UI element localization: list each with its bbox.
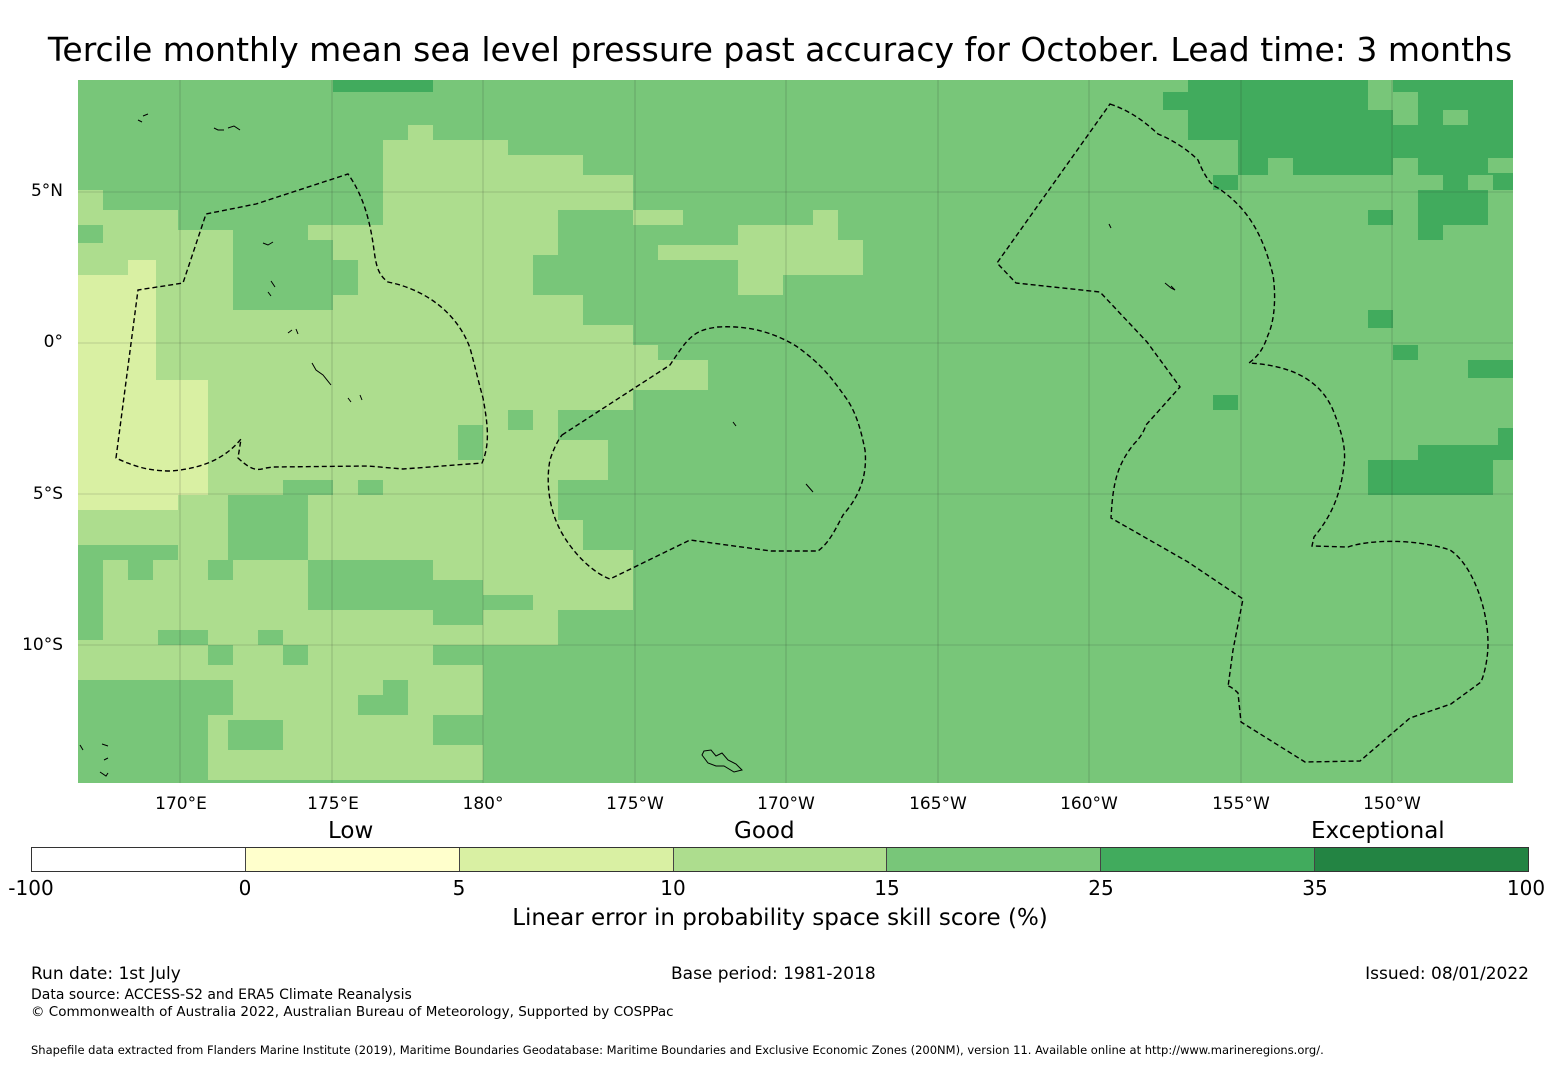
lat-label-5s: 5°S — [32, 484, 63, 504]
legend-category-low: Low — [328, 818, 374, 844]
lat-label-10s: 10°S — [22, 635, 63, 655]
colorbar-tick: 15 — [874, 876, 900, 900]
colorbar-segment — [1101, 848, 1316, 871]
colorbar-caption: Linear error in probability space skill … — [512, 905, 1048, 931]
data-source: Data source: ACCESS-S2 and ERA5 Climate … — [31, 987, 412, 1003]
lat-label-5n: 5°N — [30, 181, 63, 201]
lon-label-150w: 150°W — [1363, 794, 1421, 814]
colorbar — [31, 847, 1529, 872]
legend-category-exceptional: Exceptional — [1311, 818, 1445, 844]
colorbar-segment — [673, 848, 888, 871]
colorbar-tick: 0 — [238, 876, 252, 900]
lon-label-170e: 170°E — [155, 794, 207, 814]
legend-category-good: Good — [734, 818, 795, 844]
lon-label-170w: 170°W — [757, 794, 815, 814]
skill-region-15-25-east — [1368, 80, 1513, 190]
copyright: © Commonwealth of Australia 2022, Austra… — [31, 1004, 674, 1020]
skill-region-15-25 — [78, 80, 533, 780]
lat-label-0: 0° — [43, 332, 63, 352]
colorbar-tick: 10 — [660, 876, 686, 900]
islands — [79, 113, 1176, 777]
skill-region-25-35 — [333, 80, 1513, 495]
colorbar-tick: 25 — [1088, 876, 1114, 900]
colorbar-tick: 100 — [1506, 876, 1546, 900]
skill-map-canvas — [78, 80, 1513, 783]
issued-date: Issued: 08/01/2022 — [1365, 964, 1529, 984]
map-title: Tercile monthly mean sea level pressure … — [47, 30, 1513, 69]
lon-label-155w: 155°W — [1212, 794, 1270, 814]
colorbar-tick: 35 — [1302, 876, 1328, 900]
colorbar-segment — [1315, 848, 1529, 871]
lon-label-175e: 175°E — [307, 794, 359, 814]
base-period: Base period: 1981-2018 — [671, 964, 876, 984]
lon-label-175w: 175°W — [606, 794, 664, 814]
colorbar-segment — [245, 848, 460, 871]
skill-map — [78, 80, 1513, 783]
graticule — [78, 80, 1513, 783]
shapefile-credit: Shapefile data extracted from Flanders M… — [31, 1043, 1324, 1057]
colorbar-segment — [459, 848, 674, 871]
run-date: Run date: 1st July — [31, 964, 181, 984]
colorbar-tick: 5 — [452, 876, 466, 900]
eez-boundaries — [115, 103, 1489, 763]
lon-label-160w: 160°W — [1060, 794, 1118, 814]
colorbar-segment — [32, 848, 246, 871]
skill-region-5-10 — [78, 260, 208, 510]
colorbar-segment — [887, 848, 1102, 871]
lon-label-180: 180° — [462, 794, 504, 814]
colorbar-tick: -100 — [8, 876, 54, 900]
lon-label-165w: 165°W — [909, 794, 967, 814]
